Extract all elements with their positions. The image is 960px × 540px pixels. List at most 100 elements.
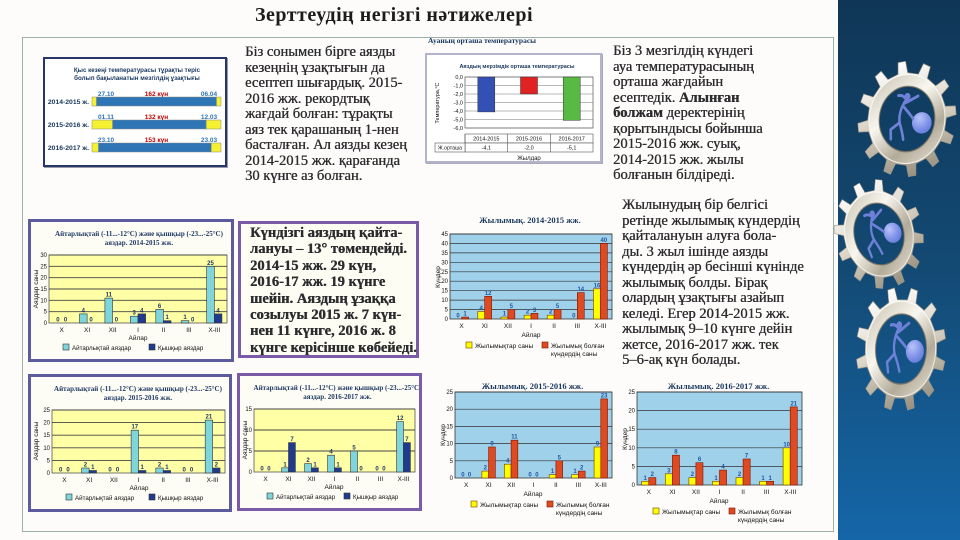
svg-text:15: 15 bbox=[441, 289, 448, 295]
svg-text:ХІІ: ХІІ bbox=[308, 476, 316, 483]
svg-text:ІІ: ІІ bbox=[554, 482, 558, 489]
svg-text:Жылымық. 2015-2016 жж.: Жылымық. 2015-2016 жж. bbox=[482, 381, 583, 391]
svg-text:10: 10 bbox=[628, 446, 635, 452]
svg-text:-5,0: -5,0 bbox=[454, 118, 463, 124]
svg-text:5: 5 bbox=[510, 304, 514, 310]
svg-text:болып бақыланатын мезгілдің ұз: болып бақыланатын мезгілдің ұзақтығы bbox=[74, 75, 200, 82]
svg-text:0: 0 bbox=[359, 467, 363, 473]
svg-text:ХІ: ХІ bbox=[486, 482, 492, 489]
svg-text:І: І bbox=[533, 482, 535, 489]
svg-text:25: 25 bbox=[446, 390, 453, 396]
svg-text:0: 0 bbox=[456, 314, 460, 320]
svg-text:7: 7 bbox=[405, 437, 409, 443]
svg-text:4: 4 bbox=[721, 465, 725, 471]
svg-text:ХІ: ХІ bbox=[285, 476, 291, 483]
svg-text:І: І bbox=[719, 489, 721, 496]
svg-text:5: 5 bbox=[47, 458, 51, 464]
svg-text:0: 0 bbox=[450, 476, 454, 482]
svg-text:2: 2 bbox=[484, 466, 488, 472]
svg-text:3: 3 bbox=[133, 311, 137, 317]
svg-text:0: 0 bbox=[249, 470, 253, 476]
svg-text:Айтарлықтай (-11...-12°С) және: Айтарлықтай (-11...-12°С) және қышқыр (-… bbox=[254, 384, 419, 392]
svg-text:Аяздар саны: Аяздар саны bbox=[33, 269, 40, 308]
svg-text:40: 40 bbox=[441, 241, 448, 247]
svg-text:25: 25 bbox=[43, 408, 50, 414]
svg-text:2016-2017 ж.: 2016-2017 ж. bbox=[48, 145, 89, 152]
svg-text:ХІІ: ХІІ bbox=[504, 323, 512, 330]
svg-text:Х: Х bbox=[263, 476, 268, 483]
svg-text:1: 1 bbox=[336, 462, 340, 468]
svg-text:153 күн: 153 күн bbox=[145, 137, 169, 144]
svg-text:4: 4 bbox=[82, 308, 86, 314]
svg-text:17: 17 bbox=[131, 425, 138, 431]
svg-text:15: 15 bbox=[245, 407, 252, 413]
svg-text:15: 15 bbox=[446, 424, 453, 430]
svg-text:10: 10 bbox=[245, 428, 252, 434]
svg-text:10: 10 bbox=[783, 442, 790, 448]
svg-text:2: 2 bbox=[84, 463, 88, 469]
svg-text:ІІ: ІІ bbox=[161, 477, 165, 484]
svg-text:30: 30 bbox=[441, 260, 448, 266]
svg-text:Айлар: Айлар bbox=[130, 484, 149, 492]
svg-text:0: 0 bbox=[59, 468, 63, 474]
svg-text:23.10: 23.10 bbox=[98, 137, 115, 144]
svg-text:2015-2016 ж.: 2015-2016 ж. bbox=[48, 122, 89, 129]
svg-text:ІІІ: ІІІ bbox=[186, 327, 192, 334]
svg-text:Аяздар саны: Аяздар саны bbox=[242, 420, 249, 459]
svg-text:2015-2016: 2015-2016 bbox=[516, 137, 542, 143]
svg-text:23: 23 bbox=[601, 393, 608, 399]
svg-text:Айлар: Айлар bbox=[522, 331, 541, 339]
svg-text:10: 10 bbox=[446, 442, 453, 448]
svg-text:Х: Х bbox=[647, 489, 652, 496]
svg-text:Айтарлықтай аяздар: Айтарлықтай аяздар bbox=[75, 495, 135, 502]
svg-text:0,0: 0,0 bbox=[455, 75, 463, 81]
svg-text:Аяздар саны: Аяздар саны bbox=[33, 421, 40, 460]
svg-text:27.10: 27.10 bbox=[98, 91, 115, 98]
svg-text:0: 0 bbox=[89, 318, 93, 324]
svg-text:ІІІ: ІІІ bbox=[378, 476, 384, 483]
svg-text:5: 5 bbox=[558, 455, 562, 461]
svg-text:І: І bbox=[138, 477, 140, 484]
svg-text:0: 0 bbox=[191, 318, 195, 324]
svg-text:2: 2 bbox=[549, 310, 553, 316]
svg-text:Жылымықтар саны: Жылымықтар саны bbox=[480, 502, 539, 509]
svg-text:35: 35 bbox=[441, 251, 448, 257]
svg-text:1: 1 bbox=[183, 315, 187, 321]
svg-text:1: 1 bbox=[551, 469, 555, 475]
svg-text:8: 8 bbox=[674, 450, 678, 456]
svg-text:5: 5 bbox=[44, 310, 48, 316]
svg-text:аяздар. 2014-2015 жж.: аяздар. 2014-2015 жж. bbox=[105, 239, 174, 247]
svg-text:2: 2 bbox=[158, 463, 162, 469]
svg-text:ХІ: ХІ bbox=[669, 489, 675, 496]
svg-text:ХІІ: ХІІ bbox=[692, 489, 700, 496]
svg-text:1: 1 bbox=[714, 476, 718, 482]
svg-text:-3,0: -3,0 bbox=[454, 101, 463, 107]
svg-text:25: 25 bbox=[207, 261, 214, 267]
svg-text:күндердің саны: күндердің саны bbox=[551, 350, 598, 358]
svg-text:ХІ: ХІ bbox=[86, 477, 92, 484]
svg-text:10: 10 bbox=[40, 298, 47, 304]
svg-text:162 күн: 162 күн bbox=[145, 91, 169, 98]
svg-text:5: 5 bbox=[450, 459, 454, 465]
svg-text:0: 0 bbox=[260, 467, 264, 473]
svg-text:Жылымықтар саны: Жылымықтар саны bbox=[662, 509, 721, 516]
svg-text:Жылымық. 2014-2015 жж.: Жылымық. 2014-2015 жж. bbox=[479, 215, 580, 225]
svg-text:-2,0: -2,0 bbox=[454, 92, 463, 98]
svg-text:-5,1: -5,1 bbox=[567, 146, 576, 152]
svg-text:0: 0 bbox=[572, 314, 576, 320]
svg-text:2: 2 bbox=[306, 458, 310, 464]
svg-text:Айлар: Айлар bbox=[325, 483, 344, 491]
svg-text:Айтарлықтай аяздар: Айтарлықтай аяздар bbox=[72, 345, 132, 352]
svg-text:Х: Х bbox=[459, 323, 464, 330]
svg-text:ІІІ: ІІІ bbox=[575, 323, 581, 330]
svg-text:0: 0 bbox=[461, 473, 465, 479]
svg-text:4: 4 bbox=[480, 306, 484, 312]
svg-text:2014-2015 ж.: 2014-2015 ж. bbox=[48, 99, 89, 106]
svg-text:2016-2017: 2016-2017 bbox=[559, 137, 585, 143]
svg-text:5: 5 bbox=[352, 446, 356, 452]
svg-text:Күндер: Күндер bbox=[622, 428, 629, 450]
svg-text:1: 1 bbox=[313, 462, 317, 468]
svg-text:11: 11 bbox=[106, 293, 113, 299]
svg-text:30: 30 bbox=[40, 253, 47, 259]
svg-text:1: 1 bbox=[644, 476, 648, 482]
